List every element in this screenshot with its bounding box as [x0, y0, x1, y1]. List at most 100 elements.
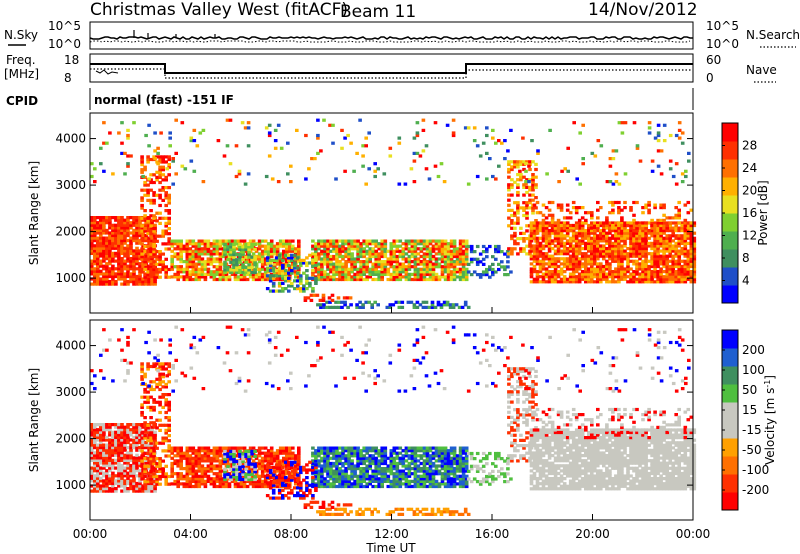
power-cell — [386, 249, 391, 253]
power-cell — [152, 193, 156, 197]
power-cell — [445, 303, 450, 307]
power-cell — [322, 303, 326, 307]
power-cell — [449, 270, 454, 274]
power-cell — [120, 282, 124, 286]
power-cell — [147, 282, 151, 286]
power-cell — [674, 221, 678, 225]
power-cell — [132, 121, 136, 125]
power-cell — [299, 281, 303, 285]
power-cell — [692, 275, 697, 279]
power-cell — [147, 254, 151, 258]
velocity-cell — [108, 430, 112, 434]
power-cell — [370, 305, 374, 309]
power-cell — [144, 277, 148, 281]
power-cell — [617, 211, 621, 215]
power-cell — [299, 258, 303, 262]
velocity-cell — [114, 453, 118, 457]
power-cell — [138, 218, 142, 222]
power-cell — [464, 244, 469, 248]
power-cell — [620, 252, 624, 256]
power-cell — [614, 270, 618, 274]
power-cell — [623, 172, 628, 176]
power-cell — [263, 249, 268, 253]
power-cell — [223, 265, 227, 269]
power-cell — [260, 252, 265, 256]
velocity-cell — [105, 448, 109, 452]
velocity-cell — [135, 438, 139, 442]
power-cell — [334, 305, 338, 309]
power-cell — [434, 262, 439, 266]
power-cell — [365, 242, 369, 246]
power-cell — [568, 223, 573, 228]
power-cell — [135, 223, 139, 227]
power-cell — [380, 275, 384, 279]
velocity-cell — [149, 387, 153, 392]
power-cell — [152, 155, 156, 159]
velocity-cell — [117, 464, 121, 468]
velocity-cell — [188, 479, 193, 483]
power-cell — [659, 223, 663, 228]
power-cell — [547, 241, 552, 245]
power-cell — [164, 216, 168, 220]
power-cell — [419, 239, 424, 243]
power-cell — [584, 218, 588, 222]
power-cell — [528, 188, 532, 192]
power-cell — [117, 257, 121, 261]
power-cell — [485, 267, 489, 272]
power-cell — [638, 159, 643, 163]
velocity-cell — [140, 449, 144, 453]
power-cell — [192, 139, 197, 143]
power-cell — [550, 223, 555, 228]
power-cell — [93, 223, 97, 227]
power-cell — [117, 277, 121, 281]
power-cell — [392, 277, 397, 282]
power-cell — [108, 251, 112, 255]
velocity-cell — [123, 453, 127, 457]
velocity-cell — [167, 393, 171, 397]
power-cell — [571, 280, 576, 284]
power-cell — [238, 268, 242, 272]
power-cell — [281, 287, 285, 291]
power-cell — [99, 249, 103, 253]
power-cell — [305, 276, 309, 280]
power-cell — [531, 175, 535, 179]
velocity-cell — [153, 481, 157, 486]
power-cell — [659, 257, 663, 261]
power-cell — [571, 264, 576, 269]
power-cell — [485, 177, 489, 181]
power-cell — [144, 133, 148, 138]
velocity-cell — [117, 461, 121, 465]
power-cell — [362, 270, 366, 274]
power-cell — [140, 203, 144, 208]
power-cell — [671, 272, 675, 276]
power-cell — [656, 247, 660, 251]
power-cell — [574, 280, 579, 284]
power-cell — [257, 267, 262, 271]
power-cell — [478, 273, 483, 277]
power-cell — [176, 252, 180, 256]
power-cell — [323, 257, 327, 261]
power-cell — [617, 275, 621, 279]
power-cell — [319, 305, 323, 309]
velocity-cell — [185, 477, 190, 481]
power-cell — [138, 277, 142, 281]
velocity-cell — [164, 416, 168, 420]
power-cell — [686, 252, 691, 256]
power-cell — [311, 239, 315, 243]
power-cell — [153, 157, 157, 161]
power-cell — [611, 252, 615, 256]
power-cell — [96, 244, 100, 248]
power-cell — [197, 249, 202, 253]
power-cell — [568, 275, 573, 279]
power-cell — [574, 241, 579, 245]
power-cell — [317, 252, 321, 256]
power-cell — [185, 260, 190, 264]
power-cell — [668, 236, 672, 240]
power-cell — [188, 239, 193, 243]
velocity-cell — [138, 487, 142, 491]
velocity-cell — [105, 428, 109, 432]
power-cell — [93, 274, 97, 279]
power-cell — [428, 260, 433, 264]
power-cell — [531, 193, 535, 197]
velocity-cell — [155, 418, 159, 422]
